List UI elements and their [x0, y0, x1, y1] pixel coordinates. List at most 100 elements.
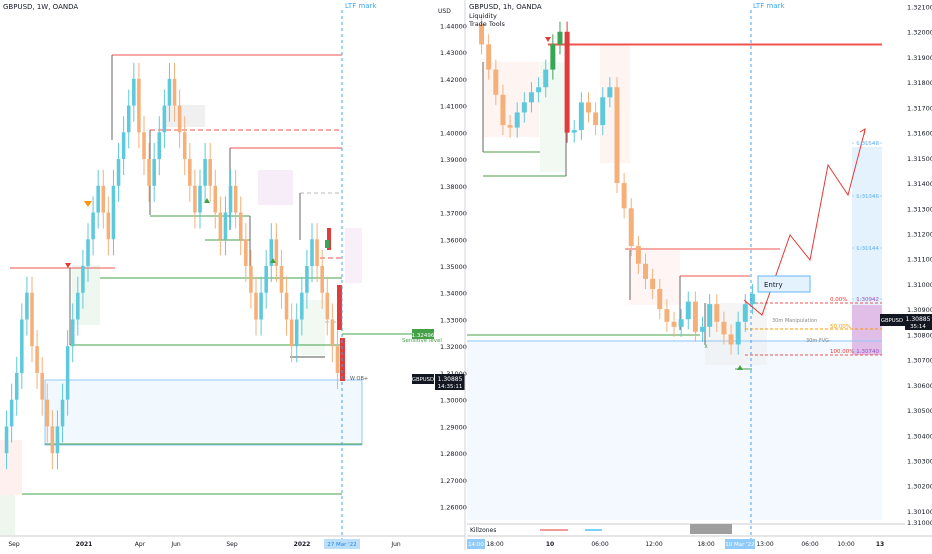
right-marker-x: x: [704, 343, 708, 350]
right-candle-body: [564, 31, 570, 133]
left-time-label: Jun: [390, 541, 401, 548]
right-price-badge: [905, 314, 932, 330]
left-candle-body: [279, 266, 284, 293]
right-countdown-text: 35:14: [910, 324, 926, 330]
right-target-price: 1.31144: [856, 246, 879, 252]
left-candle-body: [157, 132, 162, 160]
left-price-tick: 1.27000: [440, 477, 467, 485]
right-candle-body: [643, 263, 649, 279]
left-candle-body: [111, 185, 116, 240]
right-price-tick: 1.30700: [907, 357, 932, 365]
left-candle-body: [177, 105, 182, 133]
left-marker-up-2: [270, 258, 276, 263]
left-candle-body: [101, 185, 106, 213]
right-time-label: 12:00: [645, 541, 662, 548]
left-candle-body: [305, 266, 309, 293]
right-candle-body: [486, 44, 492, 70]
right-candle-body: [650, 278, 656, 289]
left-ltf-label: LTF mark: [345, 2, 377, 10]
right-price-tick: 1.32000: [907, 29, 932, 37]
left-candle-body: [106, 212, 111, 240]
right-projection-path: [743, 129, 866, 316]
right-time-label: 06:00: [801, 541, 818, 548]
left-countdown-text: 14:35:11: [438, 384, 463, 390]
right-ltf-label: LTF mark: [753, 2, 785, 10]
right-price-tick: 1.30200: [907, 483, 932, 491]
left-candle-body: [284, 292, 289, 320]
right-price-tick: 1.31400: [907, 180, 932, 188]
right-target-price: 1.31346: [856, 194, 879, 200]
right-manipulation-label: 30m Manipulation: [772, 318, 817, 324]
right-candle-body: [507, 125, 513, 128]
right-time-label: 18:00: [486, 541, 503, 548]
left-wob-label: W OB+: [350, 376, 368, 382]
right-candle-body: [500, 94, 506, 126]
left-price-tick: 1.41000: [440, 103, 467, 111]
left-time-label: 2021: [76, 541, 93, 548]
left-candle-body: [121, 132, 126, 160]
left-price-tick: 1.42000: [440, 76, 467, 84]
left-candle-strong-down: [337, 285, 342, 330]
right-candle-body: [614, 87, 620, 184]
left-zone-purple: [258, 170, 293, 205]
right-target-price: 1.31548: [856, 141, 879, 147]
right-price-tick: 1.31000: [907, 519, 932, 527]
right-fvg-label: 30m FVG-: [806, 338, 831, 344]
left-time-label: 27 Mar '22: [327, 542, 356, 548]
left-price-tick: 1.39000: [440, 156, 467, 164]
right-time-label: 13:00: [756, 541, 773, 548]
right-candle-body: [671, 321, 677, 327]
left-candle-body: [300, 292, 304, 320]
left-candle-green-2: [325, 240, 329, 248]
left-candle-body: [55, 426, 60, 454]
left-symbol-badge: [412, 374, 434, 384]
right-candle-body: [692, 301, 698, 332]
left-price-tick: 1.29000: [440, 423, 467, 431]
right-candle-body: [735, 321, 741, 345]
left-candle-body: [142, 132, 146, 160]
left-candle-body: [325, 292, 330, 320]
right-price-tick: 1.30500: [907, 407, 932, 415]
right-candle-body: [571, 130, 577, 133]
left-symbol-text: GBPUSD: [412, 377, 434, 383]
right-time-label: 18:00: [697, 541, 714, 548]
right-candle-body: [742, 304, 748, 322]
left-candle-body: [198, 185, 202, 213]
right-price-tick: 1.31200: [907, 230, 932, 238]
right-candle-body: [628, 208, 634, 247]
left-zone-purple-2: [345, 228, 362, 283]
left-candle-body: [147, 159, 151, 186]
left-time-label: Sep: [226, 541, 238, 548]
left-candle-body: [45, 399, 50, 427]
right-candle-body: [479, 24, 485, 45]
right-currency-label: USD: [438, 8, 451, 15]
left-marker-up: [204, 198, 210, 203]
right-price-tick: 1.31300: [907, 205, 932, 213]
left-candle-body: [20, 319, 24, 373]
left-price-tick: 1.44000: [440, 22, 467, 30]
right-fib-label: 100.00%: [830, 349, 854, 355]
left-candle-body: [193, 185, 197, 213]
right-candle-body: [664, 309, 670, 322]
right-zone-blue: [467, 340, 882, 520]
right-entry-label: Entry: [764, 281, 783, 289]
right-price-tick: 1.31100: [907, 256, 932, 264]
left-sensitive-price: 1.32496: [412, 333, 435, 339]
right-price-text: 1.30885: [906, 316, 931, 323]
right-time-label: 13: [876, 541, 884, 548]
left-price-tick: 1.38000: [440, 183, 467, 191]
right-killzones-label: Killzones: [470, 527, 496, 534]
right-candle-body: [528, 92, 534, 103]
right-price-tick: 1.30900: [907, 306, 932, 314]
left-candle-body: [60, 399, 65, 427]
right-time-label: 06:00: [591, 541, 608, 548]
left-price-tick: 1.35000: [440, 263, 467, 271]
right-entry-box: [757, 275, 811, 293]
left-candle-body: [320, 266, 324, 293]
left-zone-green-3: [300, 300, 325, 355]
right-price-tick: 1.32100: [907, 4, 932, 12]
right-candle-body: [685, 301, 691, 320]
right-marker-down: [545, 37, 551, 42]
